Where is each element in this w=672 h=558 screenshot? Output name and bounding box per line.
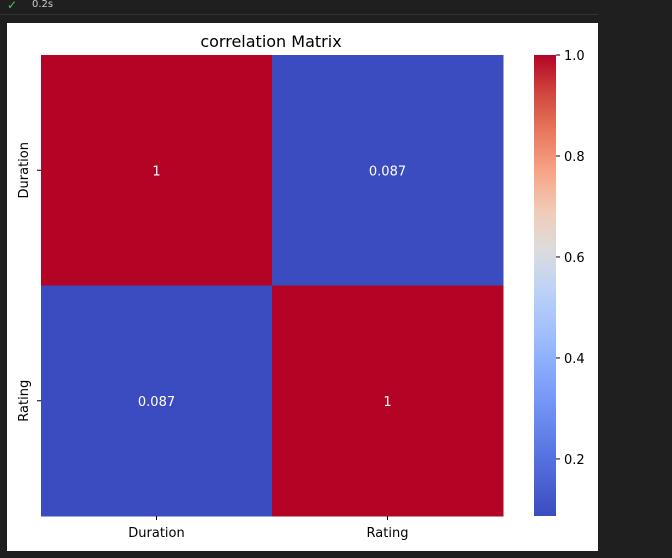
chart-title: correlation Matrix [200, 32, 341, 51]
correlation-heatmap: correlation Matrix 1 0.087 0.087 1 Duration… [17, 32, 585, 541]
cell-label: 0.087 [138, 395, 175, 410]
y-tick-label: Duration [17, 142, 32, 198]
colorbar-tick-label: 0.6 [564, 251, 585, 266]
right-panel [598, 14, 672, 558]
cell-label: 0.087 [369, 164, 406, 179]
check-icon: ✓ [7, 0, 18, 12]
heatmap-cell [41, 285, 273, 517]
colorbar [534, 55, 556, 516]
cell-label: 1 [152, 164, 160, 179]
heatmap-cell [272, 55, 504, 286]
cell-label: 1 [383, 395, 391, 410]
heatmap-cell [41, 55, 273, 286]
x-tick-label: Rating [367, 526, 409, 541]
x-tick-label: Duration [128, 526, 184, 541]
cell-status-bar: ✓ 0.2s [0, 0, 672, 15]
colorbar-tick-label: 0.2 [564, 453, 585, 468]
colorbar-tick-label: 0.4 [564, 352, 585, 367]
execution-time: 0.2s [32, 0, 54, 10]
colorbar-tick-label: 0.8 [564, 150, 585, 165]
heatmap-cell [272, 285, 504, 517]
cell-output: correlation Matrix 1 0.087 0.087 1 Duration… [7, 23, 598, 551]
y-tick-label: Rating [17, 380, 32, 422]
colorbar-tick-label: 1.0 [564, 49, 585, 64]
